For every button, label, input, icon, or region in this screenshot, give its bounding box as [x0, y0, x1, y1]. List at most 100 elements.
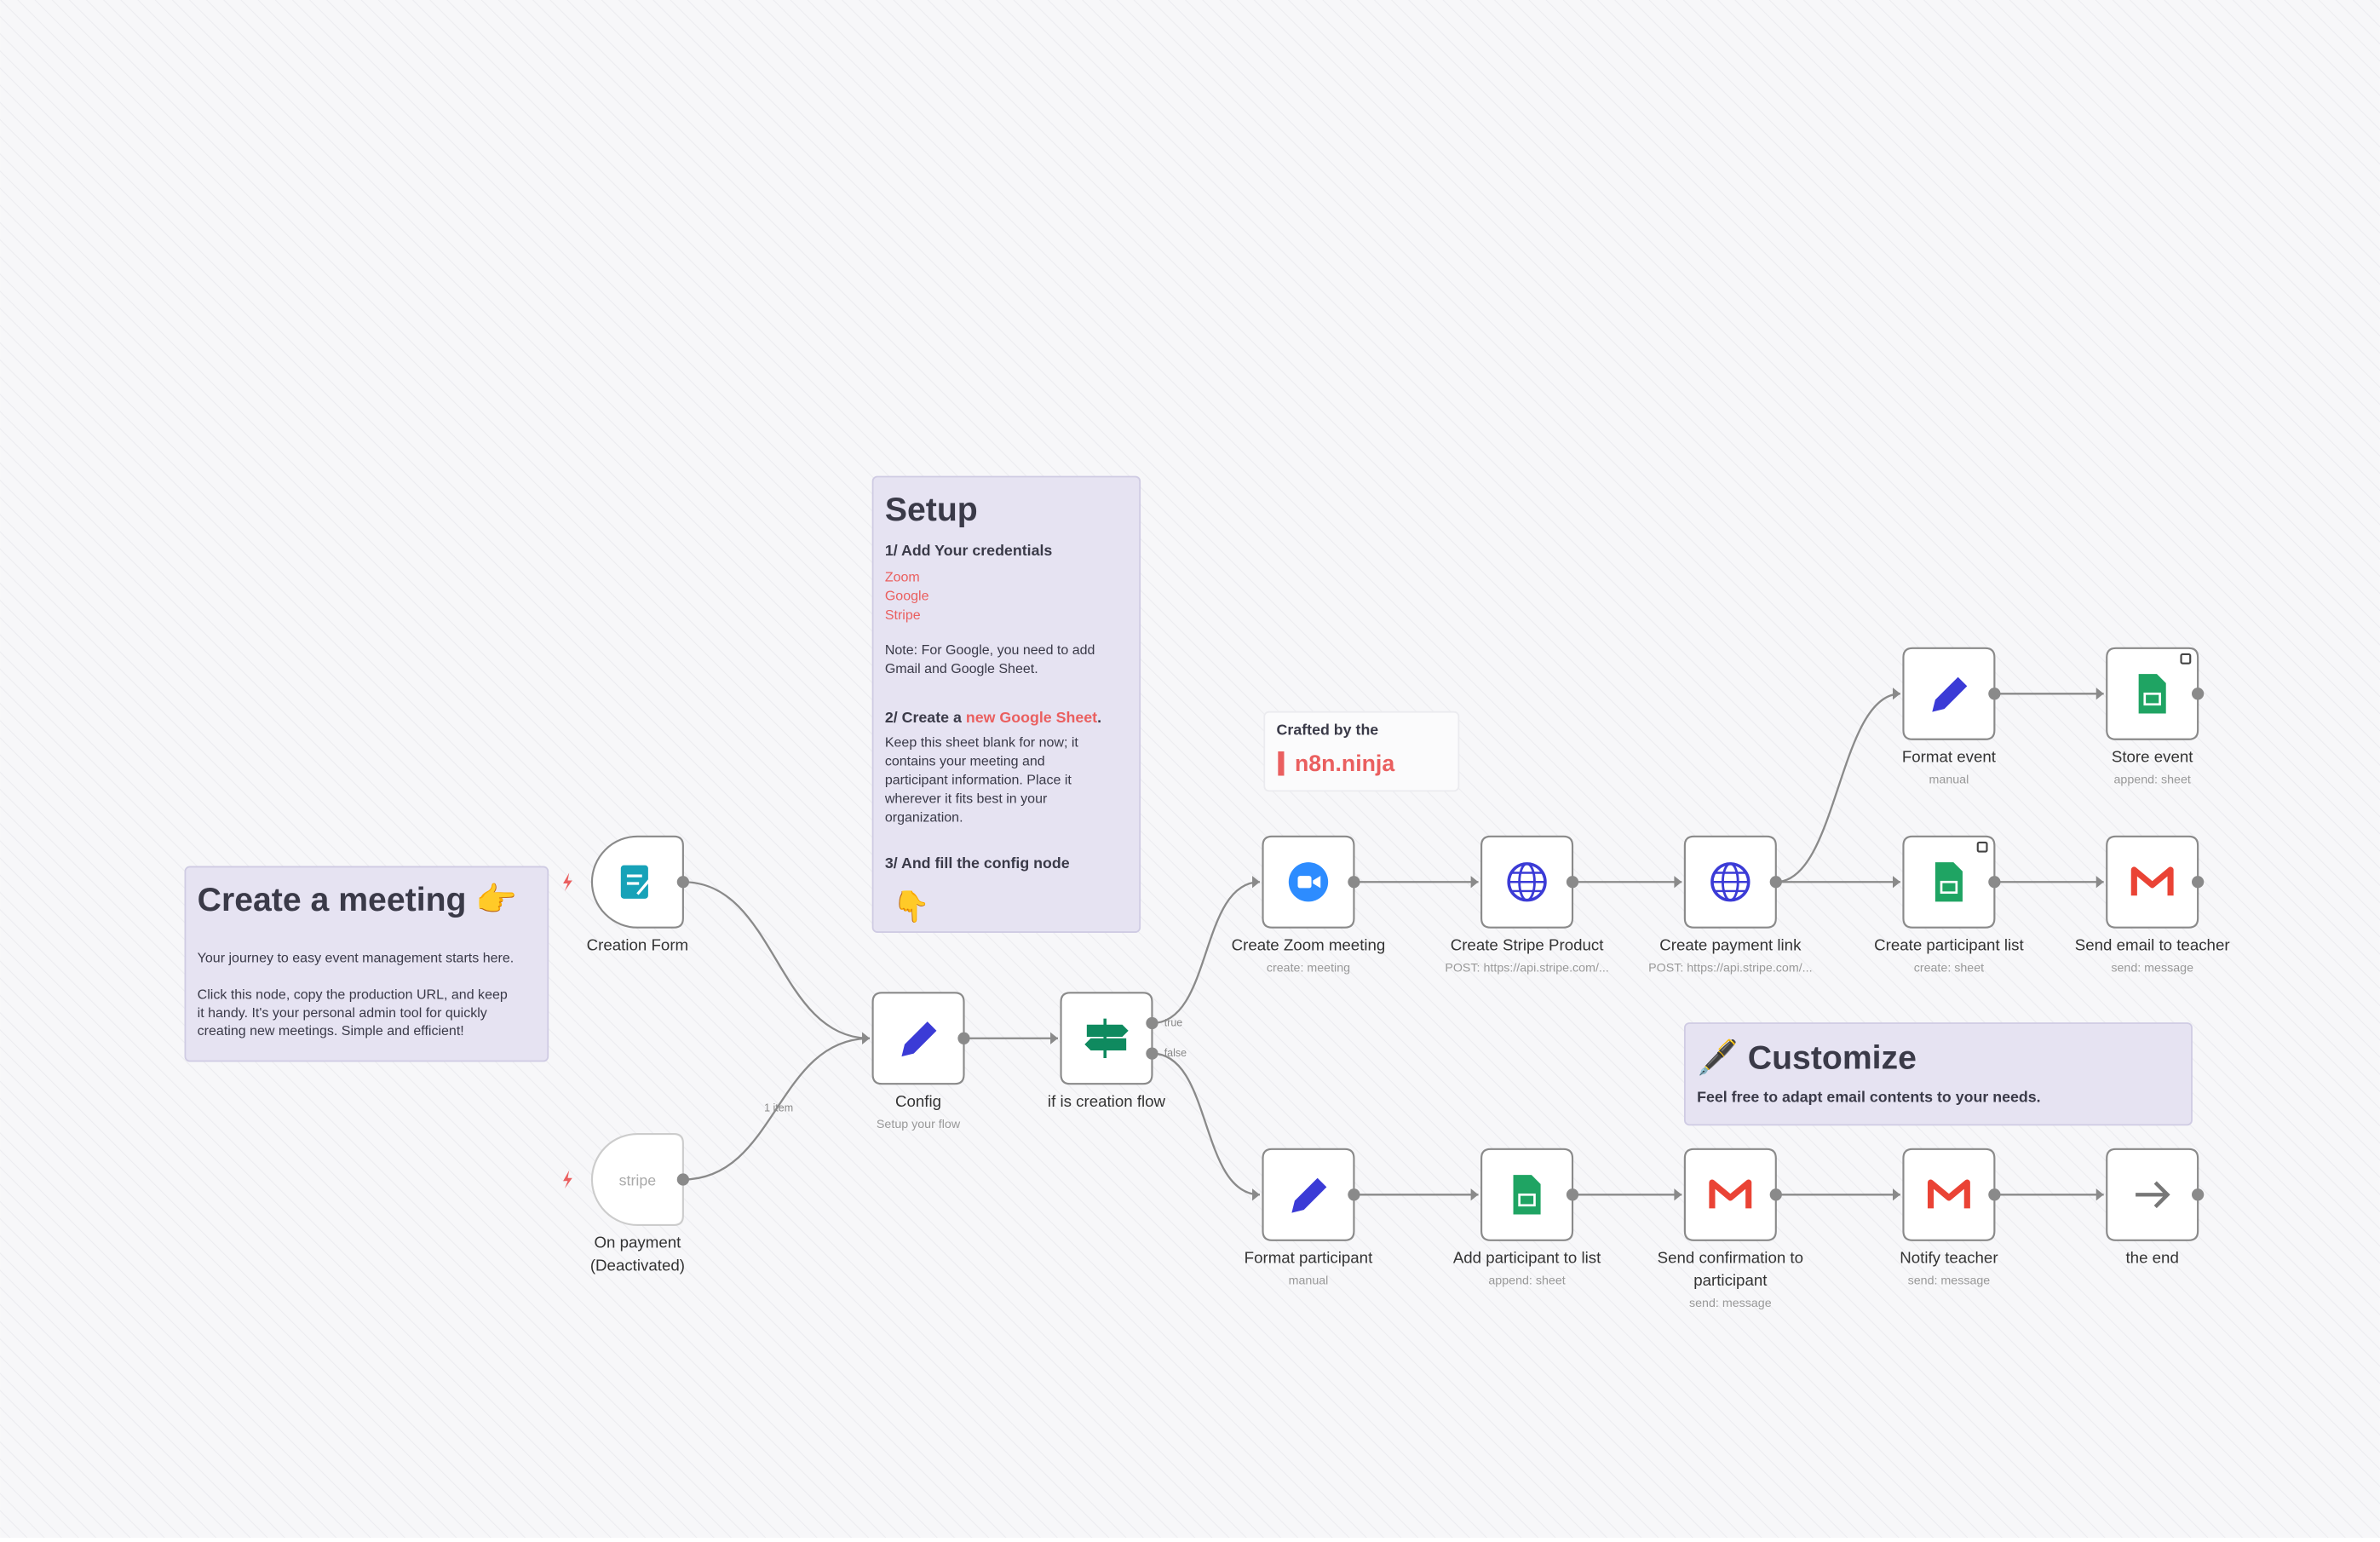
credential-link[interactable]: Stripe	[885, 607, 921, 623]
node-subtitle: create: meeting	[1267, 961, 1350, 975]
node[interactable]: Creation Form	[563, 835, 689, 954]
arrow-head	[2095, 876, 2104, 889]
node[interactable]: Add participant to list append: sheet	[1453, 1148, 1601, 1288]
icon-form	[620, 865, 648, 899]
output-handle[interactable]	[2192, 876, 2205, 889]
node[interactable]: if is creation flow	[1048, 992, 1166, 1110]
node[interactable]: stripe On payment (Deactivated)	[563, 1132, 689, 1274]
output-handle[interactable]	[1566, 1188, 1579, 1201]
node[interactable]: Create participant list create: sheet	[1874, 835, 2024, 975]
node-label: Send email to teacher	[2075, 935, 2230, 953]
arrow-head	[1892, 1188, 1900, 1201]
output-handle[interactable]	[1988, 876, 2001, 889]
node[interactable]: Notify teacher send: message	[1900, 1148, 2001, 1288]
link[interactable]: new Google Sheet	[966, 709, 1097, 726]
brand[interactable]: n8n.ninja	[1295, 751, 1395, 776]
node[interactable]: Format participant manual	[1245, 1148, 1373, 1288]
icon-arrow	[2136, 1181, 2170, 1209]
note-heading: 2/ Create a new Google Sheet.	[885, 709, 1101, 726]
node[interactable]: Format event manual	[1902, 647, 2001, 787]
note-title: 🖋️ Customize	[1697, 1038, 1917, 1076]
output-handle[interactable]	[676, 1173, 689, 1186]
output-handle[interactable]	[2192, 688, 2205, 700]
brand-mark	[1278, 751, 1285, 776]
icon-gmail	[1709, 1179, 1752, 1209]
node-subtitle: send: message	[2111, 961, 2193, 975]
note-text: Gmail and Google Sheet.	[885, 661, 1038, 676]
connection	[1775, 693, 1900, 883]
arrow-head	[1470, 1188, 1479, 1201]
trigger-bolt	[563, 872, 572, 891]
output-handle[interactable]	[1988, 1188, 2001, 1201]
note-text: organization.	[885, 809, 963, 825]
output-handle[interactable]	[2192, 1188, 2205, 1201]
connections: 1 item true false	[682, 688, 2104, 1201]
node-subtitle: manual	[1289, 1274, 1329, 1287]
arrow-head	[1252, 1188, 1260, 1201]
status-icon	[2180, 653, 2192, 665]
note-customize[interactable]	[1683, 1022, 2193, 1126]
output-handle[interactable]	[676, 876, 689, 889]
output-handle[interactable]	[1769, 1188, 1782, 1201]
note-text: it handy. It's your personal admin tool …	[198, 1005, 487, 1021]
credential-link[interactable]: Google	[885, 589, 929, 604]
edge-label: false	[1164, 1047, 1187, 1059]
node-subtitle: append: sheet	[2114, 773, 2191, 786]
node-label: On payment	[595, 1234, 682, 1251]
node[interactable]: Send email to teacher send: message	[2075, 835, 2230, 975]
icon-if	[1084, 1018, 1129, 1058]
edge-label: 1 item	[764, 1102, 793, 1113]
output-handle[interactable]	[1146, 1016, 1158, 1030]
node[interactable]: Store event append: sheet	[2106, 647, 2205, 787]
arrow-head	[1470, 876, 1479, 889]
node[interactable]: Send confirmation to participant send: mes…	[1658, 1148, 1803, 1310]
emoji: 👇	[893, 889, 930, 924]
credential-link[interactable]: Zoom	[885, 569, 920, 584]
arrow-head	[1050, 1032, 1058, 1044]
icon-zoom	[1313, 876, 1321, 889]
node-subtitle: Setup your flow	[877, 1118, 961, 1131]
note-text: contains your meeting and	[885, 754, 1045, 769]
nodes: Creation Form stripe On payment (Deactivate…	[563, 647, 2230, 1310]
sticky-notes: Create a meeting 👉 Setup 1/ Add Your cre…	[184, 475, 2193, 1126]
text: .	[1097, 709, 1101, 726]
note-text: Click this node, copy the production URL…	[198, 987, 508, 1002]
note-crafted[interactable]	[1263, 711, 1460, 792]
node-label: Send confirmation to	[1658, 1248, 1803, 1266]
arrow-head	[1892, 688, 1900, 700]
node[interactable]: Create Stripe Product POST: https://api.s…	[1445, 835, 1609, 975]
node[interactable]: Config Setup your flow	[871, 992, 970, 1131]
note-text: Note: For Google, you need to add	[885, 642, 1095, 658]
output-handle[interactable]	[1566, 876, 1579, 889]
icon-text: stripe	[619, 1172, 657, 1189]
arrow-head	[2095, 1188, 2104, 1201]
arrow-head	[1892, 876, 1900, 889]
node-subtitle: append: sheet	[1488, 1274, 1565, 1287]
note-text: wherever it fits best in your	[884, 791, 1048, 806]
connection	[682, 1037, 871, 1181]
output-handle[interactable]	[1146, 1047, 1158, 1060]
node-label: Create Zoom meeting	[1232, 935, 1386, 953]
node[interactable]: Create payment link POST: https://api.str…	[1648, 835, 1813, 975]
node-box[interactable]	[590, 1132, 684, 1227]
output-handle[interactable]	[1348, 876, 1360, 889]
output-handle[interactable]	[1348, 1188, 1360, 1201]
output-handle[interactable]	[1769, 876, 1782, 889]
output-handle[interactable]	[1988, 688, 2001, 700]
note-meeting[interactable]	[184, 866, 549, 1062]
arrow-head	[2095, 688, 2104, 700]
output-handle[interactable]	[957, 1032, 970, 1044]
icon-pen	[1932, 676, 1968, 712]
note-text: creating new meetings. Simple and effici…	[198, 1023, 464, 1039]
note-setup[interactable]	[871, 475, 1141, 933]
icon-form	[626, 873, 656, 895]
node-label: Notify teacher	[1900, 1248, 1998, 1266]
note-title: Setup	[885, 492, 978, 528]
node-label: Create payment link	[1659, 935, 1802, 953]
arrow-head	[862, 1032, 871, 1044]
node[interactable]: Create Zoom meeting create: meeting	[1232, 835, 1386, 975]
node[interactable]: the end	[2106, 1148, 2205, 1267]
connection	[682, 881, 871, 1039]
